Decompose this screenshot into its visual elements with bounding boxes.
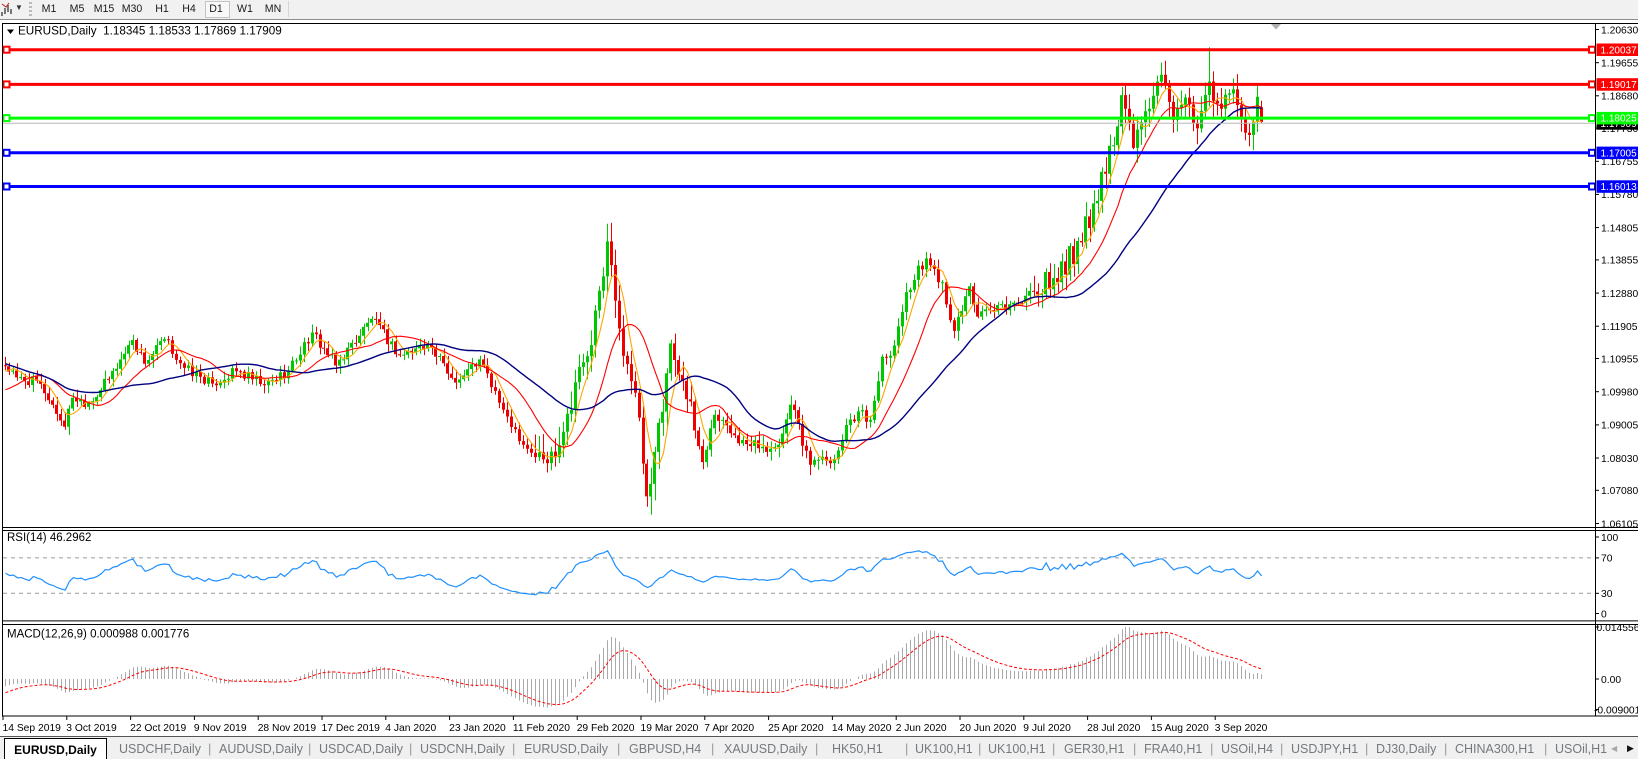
svg-text:15 Aug 2020: 15 Aug 2020 [1151, 723, 1209, 734]
svg-text:19 Mar 2020: 19 Mar 2020 [641, 723, 699, 734]
svg-text:22 Oct 2019: 22 Oct 2019 [130, 723, 186, 734]
svg-text:1.14805: 1.14805 [1601, 223, 1638, 234]
svg-text:3 Sep 2020: 3 Sep 2020 [1215, 723, 1268, 734]
svg-text:1.19017: 1.19017 [1601, 80, 1638, 91]
svg-text:23 Jan 2020: 23 Jan 2020 [449, 723, 506, 734]
svg-text:14 May 2020: 14 May 2020 [832, 723, 892, 734]
svg-text:EURUSD,Daily 1.18345 1.18533: EURUSD,Daily 1.18345 1.18533 1.17869 1.1… [18, 25, 282, 38]
svg-text:1.19655: 1.19655 [1601, 59, 1638, 70]
svg-text:RSI(14) 46.2962: RSI(14) 46.2962 [7, 532, 91, 544]
svg-text:1.18025: 1.18025 [1601, 114, 1638, 125]
svg-text:25 Apr 2020: 25 Apr 2020 [768, 723, 824, 734]
svg-text:1.16755: 1.16755 [1601, 157, 1638, 168]
svg-text:-0.009001: -0.009001 [1594, 705, 1638, 716]
svg-text:2 Jun 2020: 2 Jun 2020 [896, 723, 947, 734]
svg-text:100: 100 [1601, 533, 1618, 544]
svg-text:28 Jul 2020: 28 Jul 2020 [1087, 723, 1141, 734]
svg-text:7 Apr 2020: 7 Apr 2020 [704, 723, 754, 734]
svg-text:1.09980: 1.09980 [1601, 388, 1638, 399]
svg-text:9 Nov 2019: 9 Nov 2019 [194, 723, 247, 734]
svg-text:1.20037: 1.20037 [1601, 45, 1638, 56]
svg-text:1.12880: 1.12880 [1601, 289, 1638, 300]
svg-text:1.08030: 1.08030 [1601, 454, 1638, 465]
svg-text:1.15780: 1.15780 [1601, 190, 1638, 201]
svg-text:1.18680: 1.18680 [1601, 92, 1638, 103]
svg-text:1.07080: 1.07080 [1601, 486, 1638, 497]
svg-text:1.10955: 1.10955 [1601, 354, 1638, 365]
svg-text:1.16013: 1.16013 [1601, 182, 1638, 193]
svg-text:14 Sep 2019: 14 Sep 2019 [3, 723, 62, 734]
svg-text:MACD(12,26,9) 0.000988 0.00177: MACD(12,26,9) 0.000988 0.001776 [7, 629, 189, 641]
svg-text:20 Jun 2020: 20 Jun 2020 [960, 723, 1017, 734]
svg-text:70: 70 [1601, 554, 1613, 565]
svg-text:29 Feb 2020: 29 Feb 2020 [577, 723, 635, 734]
svg-text:11 Feb 2020: 11 Feb 2020 [513, 723, 570, 734]
svg-text:1.13855: 1.13855 [1601, 256, 1638, 267]
svg-text:30: 30 [1601, 589, 1613, 600]
svg-text:28 Nov 2019: 28 Nov 2019 [258, 723, 317, 734]
svg-text:17 Dec 2019: 17 Dec 2019 [322, 723, 381, 734]
svg-text:1.17005: 1.17005 [1601, 148, 1638, 159]
svg-text:1.09005: 1.09005 [1601, 421, 1638, 432]
svg-text:1.11905: 1.11905 [1601, 322, 1638, 333]
svg-text:1.20630: 1.20630 [1601, 25, 1638, 36]
svg-text:0.014556: 0.014556 [1597, 623, 1638, 634]
svg-text:3 Oct 2019: 3 Oct 2019 [66, 723, 117, 734]
svg-text:1.06105: 1.06105 [1601, 519, 1638, 530]
svg-text:9 Jul 2020: 9 Jul 2020 [1023, 723, 1071, 734]
svg-text:0: 0 [1601, 609, 1607, 620]
svg-text:0.00: 0.00 [1601, 675, 1621, 686]
svg-text:4 Jan 2020: 4 Jan 2020 [385, 723, 436, 734]
svg-text:1.17909: 1.17909 [1601, 119, 1638, 130]
